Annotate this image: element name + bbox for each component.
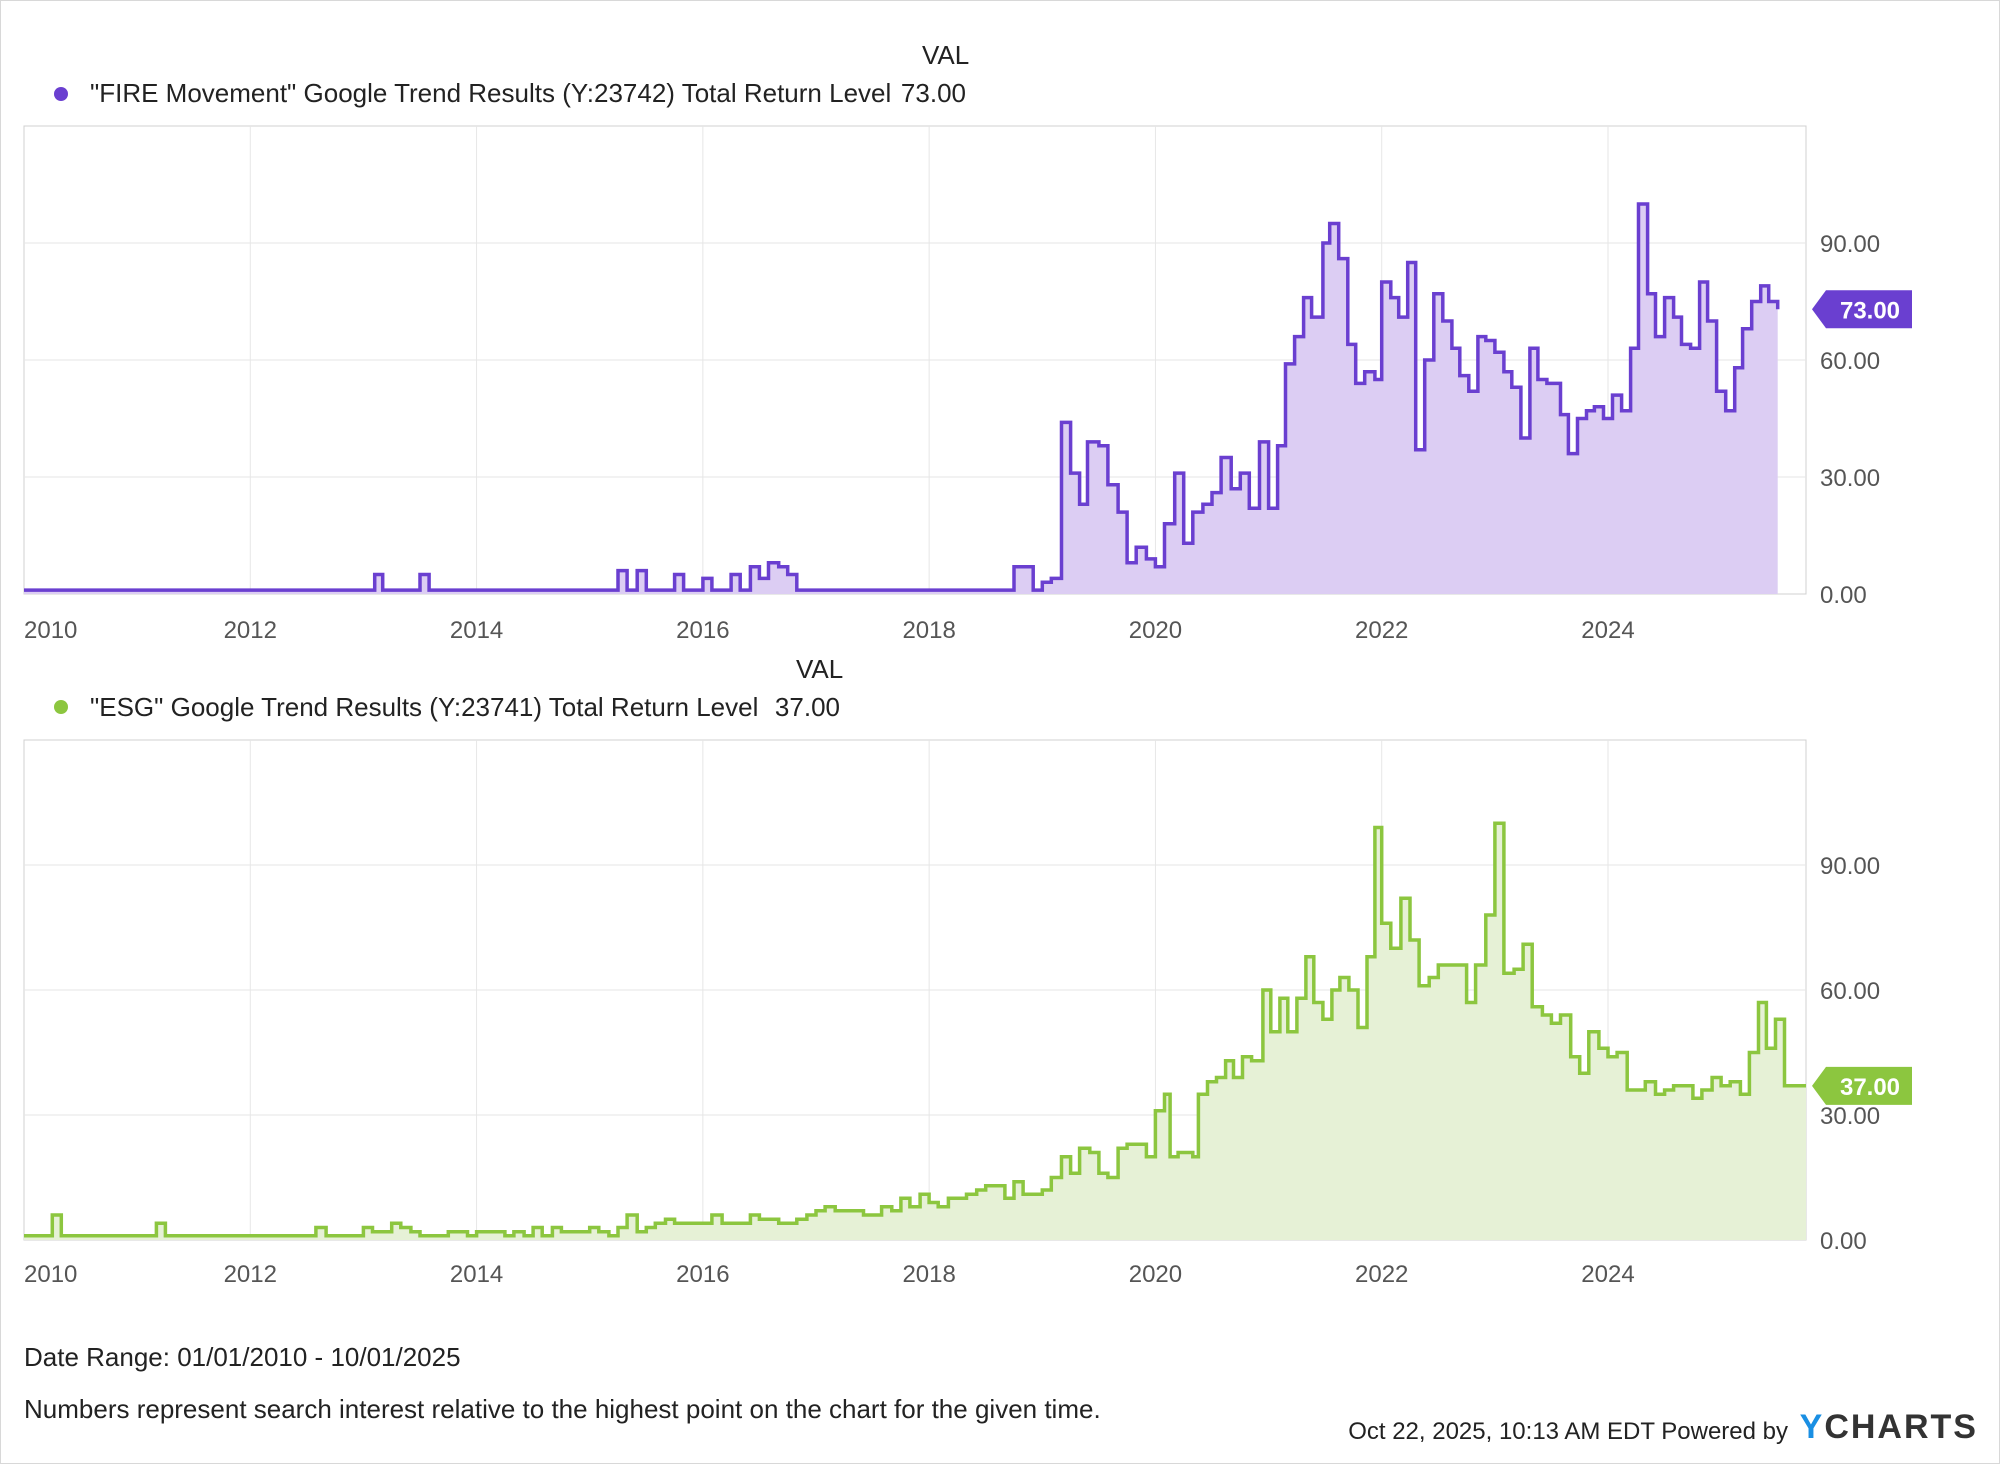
x-tick-label: 2020 xyxy=(1129,1261,1182,1288)
x-tick-label: 2024 xyxy=(1581,617,1634,644)
x-tick-label: 2022 xyxy=(1355,1261,1408,1288)
ycharts-logo-rest: CHARTS xyxy=(1824,1408,1978,1446)
ycharts-logo[interactable]: YCHARTS xyxy=(1800,1408,1978,1447)
legend-dot-2 xyxy=(54,700,68,714)
x-tick-label: 2010 xyxy=(24,617,77,644)
legend-value-1: 73.00 xyxy=(900,78,966,108)
y-tick-label: 30.00 xyxy=(1820,1103,1880,1130)
y-tick-label: 90.00 xyxy=(1820,231,1880,258)
x-tick-label: 2010 xyxy=(24,1261,77,1288)
legend-label-1: "FIRE Movement" Google Trend Results (Y:… xyxy=(90,78,892,108)
legend-dot-1 xyxy=(54,87,68,101)
x-tick-label: 2020 xyxy=(1129,617,1182,644)
x-tick-label: 2014 xyxy=(450,1261,503,1288)
y-tick-label: 60.00 xyxy=(1820,978,1880,1005)
y-tick-label: 60.00 xyxy=(1820,348,1880,375)
last-value-label-1: 73.00 xyxy=(1840,297,1900,324)
legend-value-2: 37.00 xyxy=(774,692,840,722)
x-tick-label: 2012 xyxy=(224,617,277,644)
x-tick-label: 2014 xyxy=(450,617,503,644)
last-value-flag-2 xyxy=(1812,1066,1912,1105)
series-area-2 xyxy=(24,823,1806,1240)
x-tick-label: 2018 xyxy=(902,617,955,644)
timestamp-text: Oct 22, 2025, 10:13 AM EDT Powered by xyxy=(1348,1418,1788,1445)
date-range-text: Date Range: 01/01/2010 - 10/01/2025 xyxy=(24,1342,461,1372)
val-header-1: VAL xyxy=(922,40,970,70)
y-tick-label: 0.00 xyxy=(1820,1228,1867,1255)
series-area-1 xyxy=(24,204,1778,594)
footnote-text: Numbers represent search interest relati… xyxy=(24,1394,1101,1424)
x-tick-label: 2018 xyxy=(902,1261,955,1288)
y-tick-label: 0.00 xyxy=(1820,582,1867,609)
ycharts-logo-y: Y xyxy=(1799,1408,1825,1446)
val-header-2: VAL xyxy=(796,654,844,684)
last-value-flag-1 xyxy=(1812,290,1912,329)
y-tick-label: 30.00 xyxy=(1820,465,1880,492)
x-tick-label: 2016 xyxy=(676,617,729,644)
x-tick-label: 2016 xyxy=(676,1261,729,1288)
series-line-2 xyxy=(24,821,1806,1238)
y-tick-label: 90.00 xyxy=(1820,853,1880,880)
x-tick-label: 2024 xyxy=(1581,1261,1634,1288)
x-tick-label: 2022 xyxy=(1355,617,1408,644)
legend-label-2: "ESG" Google Trend Results (Y:23741) Tot… xyxy=(90,692,759,722)
last-value-label-2: 37.00 xyxy=(1840,1074,1900,1101)
series-line-1 xyxy=(24,202,1780,592)
x-tick-label: 2012 xyxy=(224,1261,277,1288)
